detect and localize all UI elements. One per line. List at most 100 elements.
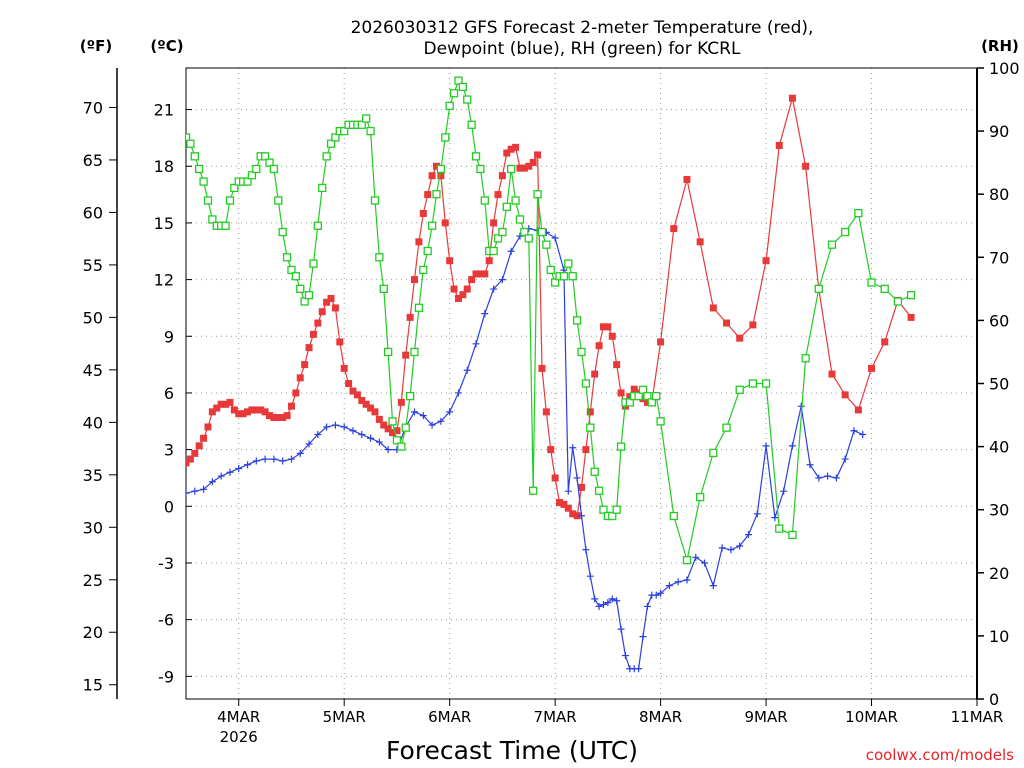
data-point-temperature <box>841 391 849 399</box>
data-point-temperature <box>287 402 295 410</box>
data-point-rh <box>463 95 472 104</box>
unit-label-rh: (RH) <box>981 37 1019 55</box>
series-dewpoint <box>186 225 867 673</box>
data-point-temperature <box>595 342 603 350</box>
data-point-rh <box>230 183 239 193</box>
data-point-rh <box>498 227 507 237</box>
data-point-dewpoint <box>643 602 651 610</box>
data-point-rh <box>748 379 758 388</box>
data-point-temperature <box>547 446 555 454</box>
data-point-dewpoint <box>613 597 621 605</box>
data-point-temperature <box>419 209 427 217</box>
data-point-dewpoint <box>490 285 498 293</box>
data-point-temperature <box>564 504 572 512</box>
rh-tick-label: 100 <box>989 59 1020 78</box>
rh-tick-label: 10 <box>989 627 1009 646</box>
data-point-dewpoint <box>200 485 208 493</box>
data-point-dewpoint <box>683 576 691 584</box>
data-point-temperature <box>204 423 212 431</box>
data-series <box>186 76 916 673</box>
data-point-temperature <box>257 406 265 414</box>
data-point-temperature <box>454 294 462 302</box>
data-point-temperature <box>556 499 564 507</box>
data-point-dewpoint <box>832 474 840 482</box>
rh-tick-label: 60 <box>989 311 1009 330</box>
fahrenheit-tick-label: 35 <box>83 466 103 485</box>
data-point-temperature <box>362 400 370 408</box>
data-point-temperature <box>397 398 405 406</box>
data-point-temperature <box>643 398 651 406</box>
data-point-rh <box>379 284 388 294</box>
data-point-dewpoint <box>665 582 673 590</box>
data-point-rh <box>410 347 419 357</box>
x-tick-label: 11MAR <box>951 708 1004 726</box>
data-point-rh <box>296 284 305 294</box>
data-point-rh <box>322 152 331 161</box>
x-tick-label: 7MAR <box>534 708 577 726</box>
data-point-dewpoint <box>591 595 599 603</box>
x-tick-label: 6MAR <box>428 708 471 726</box>
data-point-rh <box>383 347 393 357</box>
data-point-temperature <box>292 389 300 397</box>
data-point-temperature <box>437 172 445 180</box>
data-point-dewpoint <box>736 542 744 550</box>
data-point-rh <box>190 152 199 161</box>
data-point-rh <box>300 297 309 306</box>
series-line <box>186 79 912 561</box>
data-point-rh <box>449 89 459 98</box>
data-point-dewpoint <box>244 461 252 469</box>
data-point-dewpoint <box>652 591 660 599</box>
data-point-dewpoint <box>226 468 234 476</box>
data-point-rh <box>590 467 599 476</box>
fahrenheit-tick-label: 45 <box>83 361 103 380</box>
data-point-dewpoint <box>235 465 243 473</box>
data-point-rh <box>375 253 384 262</box>
data-point-rh <box>529 486 538 495</box>
data-point-dewpoint <box>340 423 348 431</box>
data-point-rh <box>269 164 279 174</box>
data-point-rh <box>331 133 340 142</box>
data-point-temperature <box>384 425 392 433</box>
source-credit[interactable]: coolwx.com/models <box>866 746 1014 764</box>
data-point-rh <box>533 190 542 199</box>
data-point-temperature <box>802 162 810 170</box>
data-point-temperature <box>349 387 357 395</box>
rh-tick-label: 70 <box>989 248 1009 267</box>
data-point-rh <box>370 196 380 205</box>
data-point-dewpoint <box>718 544 726 552</box>
data-point-dewpoint <box>815 474 823 482</box>
data-point-dewpoint <box>428 421 436 429</box>
data-point-temperature <box>599 323 607 331</box>
data-point-temperature <box>441 219 449 227</box>
data-point-temperature <box>604 323 612 331</box>
data-point-dewpoint <box>744 531 752 539</box>
data-point-dewpoint <box>586 572 594 580</box>
data-point-temperature <box>472 270 480 278</box>
data-point-temperature <box>244 408 252 416</box>
data-point-dewpoint <box>635 665 643 673</box>
data-point-dewpoint <box>252 457 260 465</box>
data-point-rh <box>304 291 314 300</box>
data-point-rh <box>405 391 415 401</box>
data-point-temperature <box>305 344 313 352</box>
data-point-dewpoint <box>824 472 832 480</box>
data-point-temperature <box>854 406 862 414</box>
celsius-tick-label: 6 <box>164 384 174 403</box>
data-point-temperature <box>507 145 515 153</box>
data-point-rh <box>252 164 261 174</box>
data-point-temperature <box>459 291 467 299</box>
data-point-rh <box>594 486 604 495</box>
data-point-rh <box>287 265 296 275</box>
data-point-rh <box>696 492 705 502</box>
rh-tick-label: 90 <box>989 122 1009 141</box>
data-point-temperature <box>217 400 225 408</box>
data-point-temperature <box>582 446 590 454</box>
data-point-temperature <box>696 238 704 246</box>
data-point-temperature <box>375 415 383 423</box>
data-point-rh <box>537 227 547 237</box>
fahrenheit-tick-label: 20 <box>83 623 103 642</box>
series-line <box>186 227 863 670</box>
data-point-rh <box>454 76 463 85</box>
data-point-rh <box>638 385 648 394</box>
data-point-temperature <box>393 427 401 435</box>
